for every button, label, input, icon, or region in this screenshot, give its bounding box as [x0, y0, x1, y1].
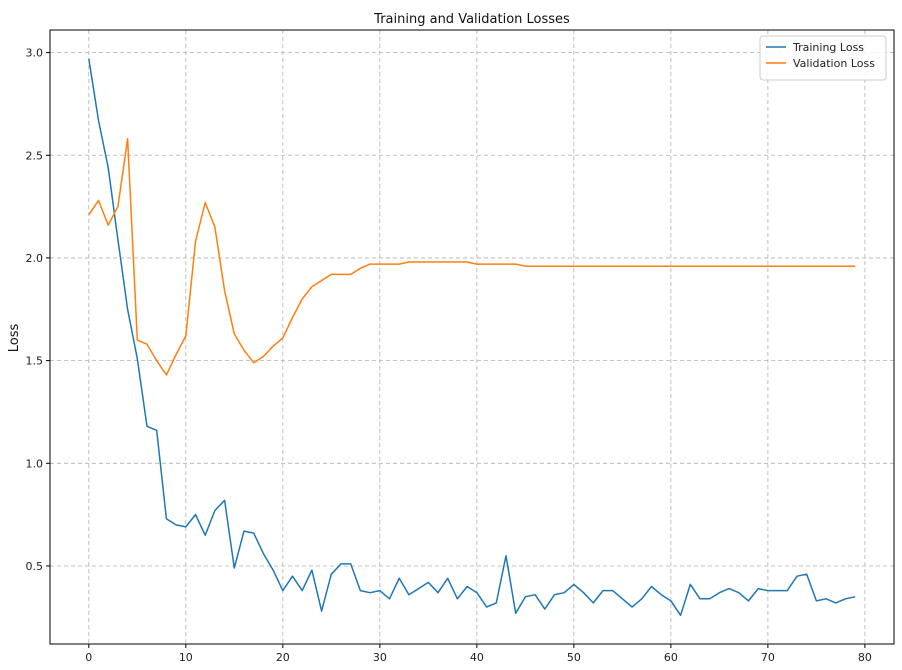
x-tick-label: 30 [373, 651, 387, 664]
y-tick-label: 1.5 [26, 355, 44, 368]
y-tick-label: 1.0 [26, 457, 44, 470]
legend: Training Loss Validation Loss [759, 35, 887, 81]
axis-ticks: 0 10 20 30 40 50 60 70 80 0.5 1.0 1.5 2.0 2.5 3.0 [26, 47, 872, 664]
series-lines [88, 58, 856, 617]
plot-frame [49, 29, 895, 645]
x-tick-label: 40 [470, 651, 484, 664]
grid [50, 30, 894, 644]
chart-title: Training and Validation Losses [373, 12, 570, 27]
x-tick-label: 10 [179, 651, 193, 664]
x-tick-label: 80 [858, 651, 872, 664]
y-tick-label: 3.0 [26, 47, 44, 60]
legend-label: Validation Loss [793, 57, 875, 70]
y-tick-label: 2.5 [26, 149, 44, 162]
y-tick-label: 0.5 [26, 560, 44, 573]
legend-box [759, 35, 887, 81]
series-line-validation-loss [88, 138, 856, 376]
x-tick-label: 60 [664, 651, 678, 664]
y-axis-label: Loss [7, 324, 22, 353]
x-tick-label: 70 [761, 651, 775, 664]
x-tick-label: 0 [85, 651, 92, 664]
series-line-training-loss [88, 58, 856, 617]
legend-label: Training Loss [792, 41, 864, 54]
x-tick-label: 20 [276, 651, 290, 664]
y-tick-label: 2.0 [26, 252, 44, 265]
x-tick-label: 50 [567, 651, 581, 664]
